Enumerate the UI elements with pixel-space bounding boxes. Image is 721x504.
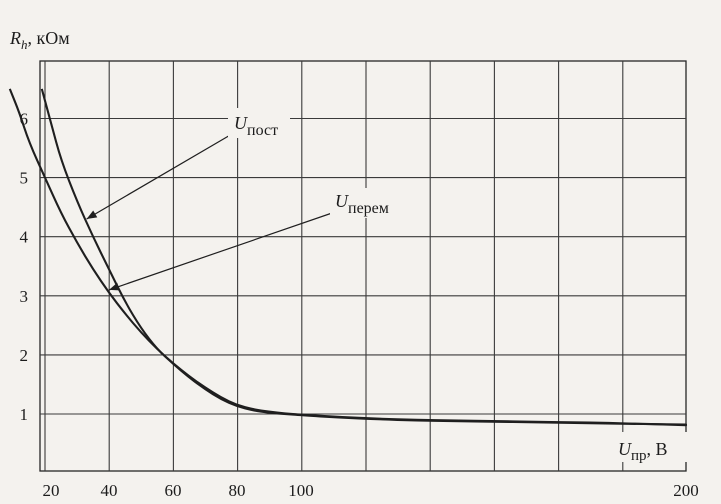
x-tick-label: 80 bbox=[229, 481, 246, 500]
series-perem-symbol: U bbox=[335, 191, 349, 211]
label-backdrop-perem bbox=[330, 188, 412, 218]
y-axis-subscript: h bbox=[21, 37, 28, 52]
y-axis-unit: , кОм bbox=[28, 28, 70, 48]
x-tick-label: 20 bbox=[43, 481, 60, 500]
x-axis-symbol: U bbox=[618, 439, 632, 459]
x-tick-labels: 20 40 60 80 100 200 bbox=[43, 481, 699, 500]
grid bbox=[39, 60, 687, 472]
y-tick-label: 4 bbox=[20, 228, 29, 247]
curve-u-post bbox=[40, 88, 688, 427]
y-axis-label: Rh, кОм bbox=[9, 28, 70, 52]
leader-line bbox=[86, 133, 233, 220]
label-backdrop-post bbox=[228, 108, 290, 138]
series-label-perem: Uперем bbox=[335, 191, 389, 217]
x-axis-label-backdrop bbox=[612, 432, 690, 462]
x-axis-unit: , В bbox=[647, 439, 668, 459]
x-tick-label: 100 bbox=[288, 481, 314, 500]
series-post-subscript: пост bbox=[247, 122, 278, 139]
curves bbox=[8, 88, 688, 427]
arrow-head bbox=[86, 210, 98, 219]
y-axis-symbol: R bbox=[9, 28, 21, 48]
series-post-symbol: U bbox=[234, 113, 248, 133]
x-tick-label: 40 bbox=[101, 481, 118, 500]
plot-frame bbox=[39, 60, 687, 472]
x-tick-label: 200 bbox=[673, 481, 699, 500]
curve-u-perem bbox=[8, 88, 688, 426]
series-perem-subscript: перем bbox=[348, 200, 389, 217]
y-tick-labels: 1 2 3 4 5 6 bbox=[20, 110, 29, 425]
annotation-leaders bbox=[86, 133, 336, 291]
x-axis-label: Uпр, В bbox=[618, 439, 668, 464]
y-tick-label: 2 bbox=[20, 346, 29, 365]
series-label-post: Uпост bbox=[234, 113, 278, 139]
x-tick-label: 60 bbox=[165, 481, 182, 500]
y-tick-label: 1 bbox=[20, 405, 29, 424]
leader-line bbox=[108, 211, 336, 291]
x-axis-subscript: пр bbox=[631, 448, 647, 464]
y-tick-label: 3 bbox=[20, 287, 29, 306]
y-tick-label: 5 bbox=[20, 169, 29, 188]
y-tick-label: 6 bbox=[20, 110, 29, 129]
arrow-head bbox=[109, 282, 120, 291]
